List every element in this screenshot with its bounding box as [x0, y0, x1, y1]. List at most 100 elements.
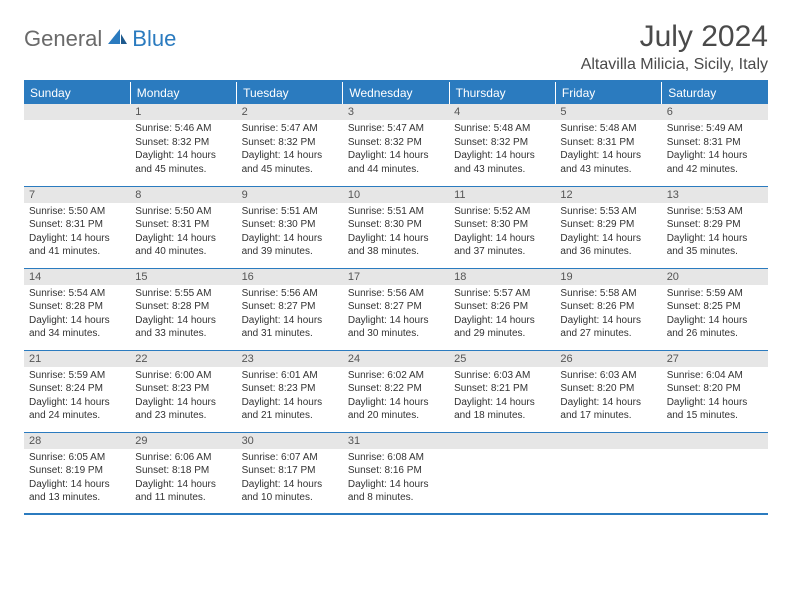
- day-number: 26: [555, 351, 661, 367]
- day-number: 11: [449, 187, 555, 203]
- day-number: [24, 104, 130, 120]
- day-number: 1: [130, 104, 236, 120]
- daylight-text: Daylight: 14 hours and 15 minutes.: [667, 396, 763, 423]
- day-content: Sunrise: 5:56 AMSunset: 8:27 PMDaylight:…: [343, 285, 449, 345]
- calendar-day-cell: [555, 432, 661, 514]
- calendar-day-cell: [662, 432, 768, 514]
- day-number: 30: [237, 433, 343, 449]
- day-content: Sunrise: 6:03 AMSunset: 8:20 PMDaylight:…: [555, 367, 661, 427]
- sunrise-text: Sunrise: 5:51 AM: [242, 205, 338, 219]
- calendar-day-cell: 2Sunrise: 5:47 AMSunset: 8:32 PMDaylight…: [237, 104, 343, 186]
- sunrise-text: Sunrise: 6:02 AM: [348, 369, 444, 383]
- day-content: Sunrise: 5:51 AMSunset: 8:30 PMDaylight:…: [343, 203, 449, 263]
- sunrise-text: Sunrise: 5:58 AM: [560, 287, 656, 301]
- sunrise-text: Sunrise: 6:01 AM: [242, 369, 338, 383]
- daylight-text: Daylight: 14 hours and 35 minutes.: [667, 232, 763, 259]
- sunrise-text: Sunrise: 5:46 AM: [135, 122, 231, 136]
- calendar-week-row: 21Sunrise: 5:59 AMSunset: 8:24 PMDayligh…: [24, 350, 768, 432]
- day-content: Sunrise: 6:02 AMSunset: 8:22 PMDaylight:…: [343, 367, 449, 427]
- daylight-text: Daylight: 14 hours and 18 minutes.: [454, 396, 550, 423]
- day-number: 10: [343, 187, 449, 203]
- sunrise-text: Sunrise: 6:07 AM: [242, 451, 338, 465]
- sunset-text: Sunset: 8:29 PM: [560, 218, 656, 232]
- day-number: 20: [662, 269, 768, 285]
- day-number: 28: [24, 433, 130, 449]
- day-content: [24, 120, 130, 126]
- day-number: 19: [555, 269, 661, 285]
- calendar-day-cell: 9Sunrise: 5:51 AMSunset: 8:30 PMDaylight…: [237, 186, 343, 268]
- calendar-day-cell: 17Sunrise: 5:56 AMSunset: 8:27 PMDayligh…: [343, 268, 449, 350]
- day-number: 9: [237, 187, 343, 203]
- daylight-text: Daylight: 14 hours and 20 minutes.: [348, 396, 444, 423]
- day-content: Sunrise: 5:48 AMSunset: 8:31 PMDaylight:…: [555, 120, 661, 180]
- calendar-day-cell: 19Sunrise: 5:58 AMSunset: 8:26 PMDayligh…: [555, 268, 661, 350]
- calendar-week-row: 28Sunrise: 6:05 AMSunset: 8:19 PMDayligh…: [24, 432, 768, 514]
- sunset-text: Sunset: 8:30 PM: [348, 218, 444, 232]
- sunset-text: Sunset: 8:20 PM: [560, 382, 656, 396]
- sunrise-text: Sunrise: 5:51 AM: [348, 205, 444, 219]
- day-number: 3: [343, 104, 449, 120]
- brand-part1: General: [24, 26, 102, 52]
- header: General Blue July 2024 Altavilla Milicia…: [24, 20, 768, 74]
- sunset-text: Sunset: 8:32 PM: [348, 136, 444, 150]
- sunset-text: Sunset: 8:20 PM: [667, 382, 763, 396]
- calendar-day-cell: 24Sunrise: 6:02 AMSunset: 8:22 PMDayligh…: [343, 350, 449, 432]
- calendar-day-cell: 15Sunrise: 5:55 AMSunset: 8:28 PMDayligh…: [130, 268, 236, 350]
- day-number: 7: [24, 187, 130, 203]
- calendar-day-cell: [449, 432, 555, 514]
- day-content: Sunrise: 6:04 AMSunset: 8:20 PMDaylight:…: [662, 367, 768, 427]
- day-number: 18: [449, 269, 555, 285]
- day-number: 8: [130, 187, 236, 203]
- daylight-text: Daylight: 14 hours and 10 minutes.: [242, 478, 338, 505]
- daylight-text: Daylight: 14 hours and 40 minutes.: [135, 232, 231, 259]
- day-number: 21: [24, 351, 130, 367]
- sunrise-text: Sunrise: 5:59 AM: [667, 287, 763, 301]
- day-number: 15: [130, 269, 236, 285]
- brand-part2: Blue: [132, 26, 176, 52]
- daylight-text: Daylight: 14 hours and 33 minutes.: [135, 314, 231, 341]
- day-content: Sunrise: 5:51 AMSunset: 8:30 PMDaylight:…: [237, 203, 343, 263]
- day-content: Sunrise: 6:00 AMSunset: 8:23 PMDaylight:…: [130, 367, 236, 427]
- sunrise-text: Sunrise: 6:06 AM: [135, 451, 231, 465]
- weekday-header: Friday: [555, 81, 661, 104]
- day-content: Sunrise: 5:50 AMSunset: 8:31 PMDaylight:…: [24, 203, 130, 263]
- calendar-week-row: 14Sunrise: 5:54 AMSunset: 8:28 PMDayligh…: [24, 268, 768, 350]
- sunrise-text: Sunrise: 5:50 AM: [29, 205, 125, 219]
- sunrise-text: Sunrise: 5:49 AM: [667, 122, 763, 136]
- sunset-text: Sunset: 8:29 PM: [667, 218, 763, 232]
- sunrise-text: Sunrise: 5:53 AM: [560, 205, 656, 219]
- sunrise-text: Sunrise: 6:00 AM: [135, 369, 231, 383]
- calendar-day-cell: [24, 104, 130, 186]
- daylight-text: Daylight: 14 hours and 45 minutes.: [135, 149, 231, 176]
- calendar-day-cell: 23Sunrise: 6:01 AMSunset: 8:23 PMDayligh…: [237, 350, 343, 432]
- daylight-text: Daylight: 14 hours and 8 minutes.: [348, 478, 444, 505]
- calendar-day-cell: 3Sunrise: 5:47 AMSunset: 8:32 PMDaylight…: [343, 104, 449, 186]
- daylight-text: Daylight: 14 hours and 11 minutes.: [135, 478, 231, 505]
- sunrise-text: Sunrise: 5:57 AM: [454, 287, 550, 301]
- brand-logo: General Blue: [24, 26, 176, 52]
- day-number: 4: [449, 104, 555, 120]
- daylight-text: Daylight: 14 hours and 29 minutes.: [454, 314, 550, 341]
- day-content: Sunrise: 5:56 AMSunset: 8:27 PMDaylight:…: [237, 285, 343, 345]
- daylight-text: Daylight: 14 hours and 38 minutes.: [348, 232, 444, 259]
- calendar-day-cell: 29Sunrise: 6:06 AMSunset: 8:18 PMDayligh…: [130, 432, 236, 514]
- calendar-day-cell: 26Sunrise: 6:03 AMSunset: 8:20 PMDayligh…: [555, 350, 661, 432]
- day-content: Sunrise: 5:54 AMSunset: 8:28 PMDaylight:…: [24, 285, 130, 345]
- calendar-day-cell: 31Sunrise: 6:08 AMSunset: 8:16 PMDayligh…: [343, 432, 449, 514]
- weekday-header: Thursday: [449, 81, 555, 104]
- sunrise-text: Sunrise: 5:59 AM: [29, 369, 125, 383]
- weekday-header: Tuesday: [237, 81, 343, 104]
- sunset-text: Sunset: 8:22 PM: [348, 382, 444, 396]
- daylight-text: Daylight: 14 hours and 43 minutes.: [454, 149, 550, 176]
- month-title: July 2024: [581, 20, 768, 54]
- daylight-text: Daylight: 14 hours and 27 minutes.: [560, 314, 656, 341]
- sunset-text: Sunset: 8:31 PM: [29, 218, 125, 232]
- calendar-day-cell: 6Sunrise: 5:49 AMSunset: 8:31 PMDaylight…: [662, 104, 768, 186]
- day-content: Sunrise: 5:59 AMSunset: 8:25 PMDaylight:…: [662, 285, 768, 345]
- day-content: Sunrise: 6:08 AMSunset: 8:16 PMDaylight:…: [343, 449, 449, 509]
- sunrise-text: Sunrise: 5:56 AM: [242, 287, 338, 301]
- calendar-week-row: 1 Sunrise: 5:46 AM Sunset: 8:32 PM Daylight…: [24, 104, 768, 186]
- sunset-text: Sunset: 8:27 PM: [348, 300, 444, 314]
- day-number: 25: [449, 351, 555, 367]
- sunset-text: Sunset: 8:16 PM: [348, 464, 444, 478]
